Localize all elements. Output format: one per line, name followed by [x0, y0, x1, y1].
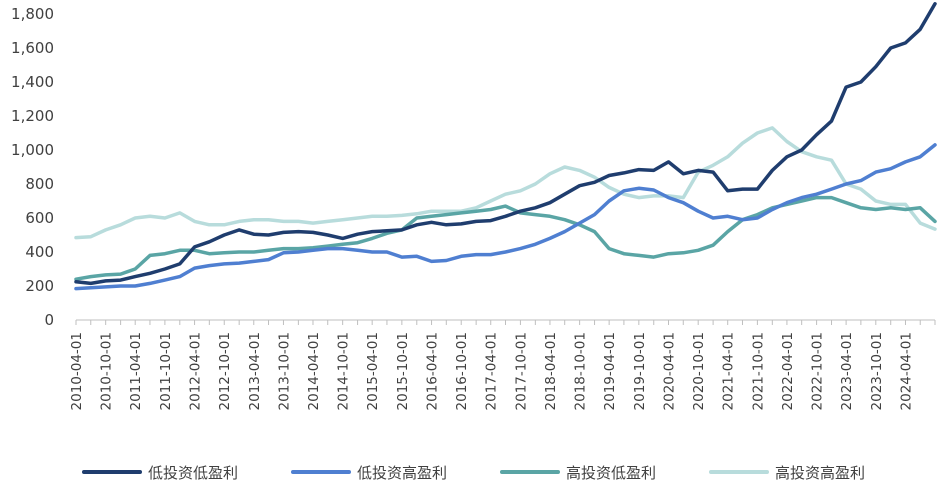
x-tick-label: 2012-10-01	[217, 332, 233, 410]
y-tick-label: 400	[25, 243, 54, 261]
x-tick-label: 2021-04-01	[721, 332, 737, 410]
series-layer	[74, 2, 937, 291]
y-tick-label: 1,000	[11, 141, 54, 159]
x-tick-label: 2017-10-01	[513, 332, 529, 410]
legend-label: 低投资高盈利	[357, 464, 447, 482]
x-tick-label: 2022-04-01	[780, 332, 796, 410]
series-line-4	[74, 126, 937, 240]
x-tick-label: 2020-04-01	[662, 332, 678, 410]
x-tick-label: 2023-04-01	[839, 332, 855, 410]
x-tick-label: 2013-04-01	[247, 332, 263, 410]
x-tick-label: 2013-10-01	[276, 332, 292, 410]
x-tick-label: 2011-04-01	[128, 332, 144, 410]
x-tick-label: 2017-04-01	[484, 332, 500, 410]
x-tick-label: 2012-04-01	[188, 332, 204, 410]
x-tick-label: 2016-04-01	[425, 332, 441, 410]
x-tick-label: 2014-04-01	[306, 332, 322, 410]
y-axis-ticks: 0 200 400 600 800 1,000 1,200 1,400 1,600 1,800	[11, 5, 54, 329]
x-tick-label: 2021-10-01	[750, 332, 766, 410]
x-tick-label: 2024-04-01	[898, 332, 914, 410]
x-tick-label: 2015-10-01	[395, 332, 411, 410]
x-tick-label: 2023-10-01	[869, 332, 885, 410]
x-tick-label: 2019-04-01	[602, 332, 618, 410]
x-tick-label: 2010-10-01	[99, 332, 115, 410]
x-axis: 2010-04-01 2010-10-01 2011-04-01 2011-10-01…	[69, 319, 936, 410]
legend-label: 低投资低盈利	[148, 464, 238, 482]
x-tick-label: 2010-04-01	[69, 332, 85, 410]
x-tick-label: 2020-10-01	[691, 332, 707, 410]
y-tick-label: 0	[44, 311, 54, 329]
x-tick-label: 2022-10-01	[810, 332, 826, 410]
legend-label: 高投资高盈利	[775, 464, 865, 482]
y-tick-label: 1,800	[11, 5, 54, 23]
x-tick-label: 2019-10-01	[632, 332, 648, 410]
y-tick-label: 200	[25, 277, 54, 295]
x-tick-label: 2018-04-01	[543, 332, 559, 410]
series-line-3	[74, 195, 937, 281]
series-line-1	[74, 2, 937, 286]
y-tick-label: 1,400	[11, 73, 54, 91]
y-tick-label: 800	[25, 175, 54, 193]
legend: 低投资低盈利 低投资高盈利 高投资低盈利 高投资高盈利	[82, 464, 865, 482]
legend-label: 高投资低盈利	[566, 464, 656, 482]
y-tick-label: 600	[25, 209, 54, 227]
series-line-2	[74, 143, 937, 291]
x-tick-label: 2014-10-01	[336, 332, 352, 410]
x-tick-label: 2015-04-01	[365, 332, 381, 410]
y-tick-label: 1,600	[11, 39, 54, 57]
x-tick-label: 2011-10-01	[158, 332, 174, 410]
y-tick-label: 1,200	[11, 107, 54, 125]
x-tick-label: 2018-10-01	[573, 332, 589, 410]
x-tick-label: 2016-10-01	[454, 332, 470, 410]
